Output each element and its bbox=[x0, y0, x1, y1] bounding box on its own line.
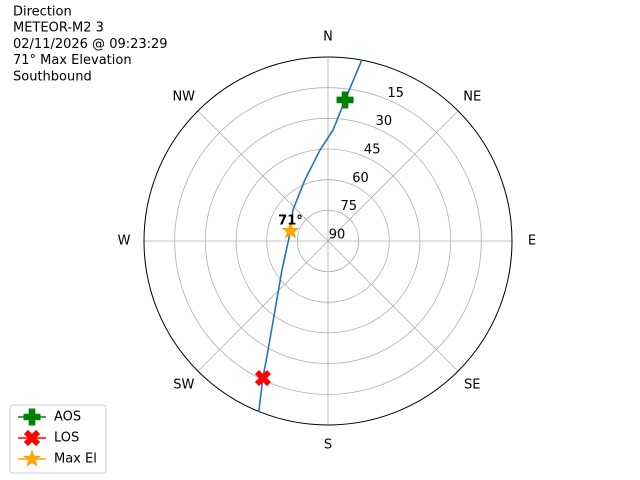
r-tick-label: 30 bbox=[376, 114, 393, 129]
annotation: 71° bbox=[278, 213, 303, 228]
theta-tick-label: W bbox=[118, 234, 131, 249]
theta-tick-label: NW bbox=[172, 89, 195, 104]
marker-star bbox=[281, 221, 300, 239]
legend-label: Max El bbox=[54, 452, 97, 467]
marker-star bbox=[23, 449, 41, 467]
theta-tick-label: SE bbox=[464, 378, 480, 393]
title-line: Direction bbox=[13, 5, 72, 20]
title-line: Southbound bbox=[13, 69, 92, 84]
title-line: 71° Max Elevation bbox=[13, 53, 132, 68]
pass-track bbox=[258, 59, 363, 412]
theta-tick-label: NE bbox=[463, 89, 481, 104]
theta-tick-label: SW bbox=[173, 378, 194, 393]
r-tick-label: 75 bbox=[340, 199, 357, 214]
marker-x bbox=[23, 429, 41, 447]
grid-spoke bbox=[197, 240, 329, 372]
legend: AOS LOS Max El bbox=[9, 404, 107, 474]
legend-label: AOS bbox=[54, 410, 81, 425]
title-line: 02/11/2026 @ 09:23:29 bbox=[13, 37, 168, 52]
r-tick-label: 90 bbox=[329, 228, 346, 243]
marker-x bbox=[254, 369, 272, 387]
legend-label: LOS bbox=[54, 431, 79, 446]
theta-tick-label: E bbox=[528, 234, 536, 249]
theta-tick-label: N bbox=[323, 30, 333, 45]
r-tick-label: 15 bbox=[387, 86, 404, 101]
marker-plus bbox=[336, 91, 354, 109]
grid-spoke bbox=[327, 240, 459, 372]
grid-spoke bbox=[197, 110, 329, 242]
title-line: METEOR-M2 3 bbox=[13, 21, 104, 36]
outer-frame bbox=[143, 56, 513, 426]
marker-plus bbox=[23, 408, 41, 426]
r-tick-label: 60 bbox=[352, 171, 369, 186]
grid-spoke bbox=[327, 110, 459, 242]
r-tick-label: 45 bbox=[364, 143, 381, 158]
theta-tick-label: S bbox=[324, 438, 332, 453]
